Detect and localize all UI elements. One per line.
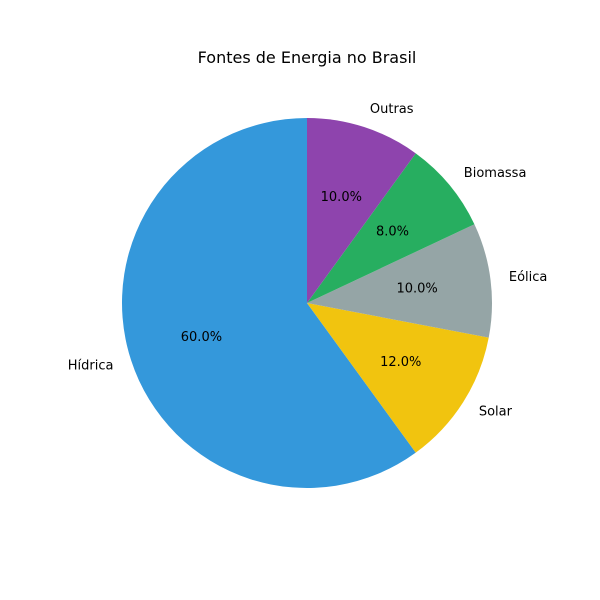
slice-label-hidrica: Hídrica [68, 358, 114, 373]
slice-label-eolica: Eólica [509, 270, 548, 285]
pie-labels: Hídrica 60.0% Solar 12.0% Eólica 10.0% Biomass… [68, 102, 548, 420]
pie-slices [122, 118, 493, 489]
pie-slice-hidrica [122, 118, 416, 489]
slice-label-biomassa: Biomassa [464, 166, 527, 181]
slice-label-outras: Outras [370, 102, 414, 117]
pie-slice-outras [307, 118, 416, 303]
pct-label-solar: 12.0% [380, 355, 421, 370]
pie-slice-biomassa [307, 153, 475, 303]
chart-title: Fontes de Energia no Brasil [198, 48, 417, 67]
slice-label-solar: Solar [479, 405, 513, 420]
pct-label-biomassa: 8.0% [376, 225, 409, 240]
pie-slice-eolica [307, 224, 493, 338]
pct-label-outras: 10.0% [321, 190, 362, 205]
pct-label-hidrica: 60.0% [181, 330, 222, 345]
pct-label-eolica: 10.0% [396, 282, 437, 297]
pie-slice-solar [307, 303, 489, 453]
